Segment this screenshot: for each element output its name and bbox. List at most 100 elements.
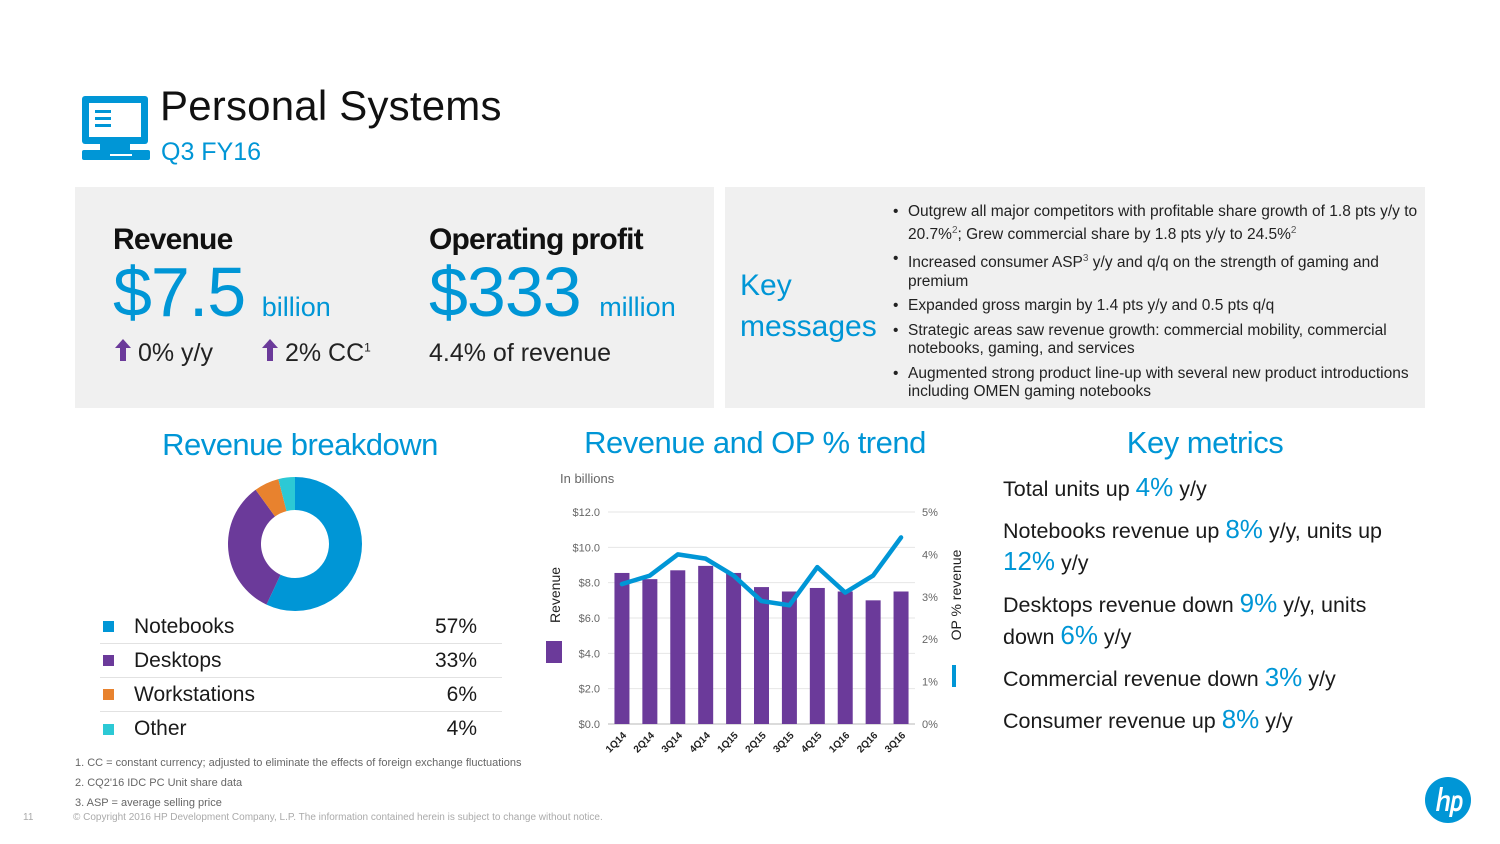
x-tick-label: 4Q15 (799, 730, 824, 755)
revenue-value: $7.5 (113, 253, 246, 331)
operating-profit-value: $333 (429, 253, 582, 331)
operating-margin: 4.4% of revenue (429, 339, 612, 367)
metric-text: Total units up (1003, 477, 1136, 501)
page-subtitle: Q3 FY16 (161, 138, 262, 166)
left-tick-label: $0.0 (579, 719, 600, 731)
revenue-value-group: $7.5 billion (113, 257, 331, 327)
revenue-label: Revenue (113, 223, 233, 256)
key-metric-item: Total units up 4% y/y (1003, 472, 1423, 504)
operating-profit-label: Operating profit (429, 223, 644, 256)
metric-text: y/y (1097, 625, 1132, 649)
metric-value: 3% (1264, 662, 1303, 692)
metric-value: 9% (1239, 588, 1278, 618)
x-tick-label: 2Q15 (744, 730, 769, 755)
metric-value: 8% (1225, 514, 1263, 544)
revenue-bar-3Q15 (781, 591, 797, 724)
page-title: Personal Systems (160, 82, 502, 129)
right-tick-label: 5% (922, 507, 938, 519)
legend-row-workstations: Workstations 6% (100, 678, 502, 712)
operating-profit-value-group: $333 million (429, 257, 676, 327)
legend-swatch (103, 689, 114, 700)
metric-text: y/y (1302, 667, 1336, 691)
right-tick-label: 0% (922, 719, 938, 731)
chart-subtitle: In billions (560, 471, 615, 486)
revenue-bar-1Q15 (726, 572, 742, 724)
x-axis-labels: 1Q14 2Q14 3Q14 4Q14 1Q15 2Q15 3Q15 4Q15 1Q16 2Q16… (604, 730, 908, 755)
legend-value: 4% (446, 717, 477, 740)
key-messages-list: Outgrew all major competitors with profi… (893, 203, 1418, 408)
revenue-bar-2Q16 (865, 600, 881, 724)
x-tick-label: 2Q16 (855, 730, 880, 755)
footnote-ref: 2 (951, 224, 958, 236)
donut-slice-other (278, 477, 295, 512)
key-metric-item: Commercial revenue down 3% y/y (1003, 662, 1423, 694)
message-text: ; Grew commercial share by 1.8 pts y/y t… (957, 225, 1291, 243)
left-tick-label: $4.0 (579, 648, 600, 660)
left-axis-ticks: $0.0 $2.0 $4.0 $6.0 $8.0 $10.0 $12.0 (572, 507, 600, 731)
up-arrow-icon (262, 339, 278, 361)
revenue-bar-4Q15 (809, 587, 825, 724)
revenue-legend-swatch (546, 641, 562, 663)
revenue-change-cc-text: 2% CC (284, 339, 365, 367)
metric-value: 12% (1003, 546, 1056, 576)
x-tick-label: 1Q16 (827, 730, 852, 755)
revenue-bar-2Q15 (754, 587, 769, 724)
key-metric-item: Notebooks revenue up 8% y/y, units up 12… (1003, 514, 1423, 578)
legend-swatch (103, 655, 114, 666)
footnote-ref: 3 (1082, 253, 1089, 265)
x-tick-label: 1Q15 (716, 730, 741, 755)
footnotes: 1. CC = constant currency; adjusted to e… (75, 753, 521, 813)
metric-text: y/y, units down (1003, 593, 1367, 649)
right-tick-label: 1% (922, 677, 938, 689)
legend-label: Workstations (134, 682, 255, 706)
left-tick-label: $6.0 (579, 613, 600, 625)
donut-slice-desktops (228, 489, 281, 605)
message-text: Expanded gross margin by 1.4 pts y/y and… (908, 297, 1275, 315)
revenue-bar-1Q14 (614, 572, 630, 724)
key-message-item: Strategic areas saw revenue growth: comm… (893, 322, 1418, 359)
up-arrow-icon (115, 339, 131, 361)
right-tick-label: 3% (922, 592, 938, 604)
financial-summary-panel: Revenue $7.5 billion 0% y/y 2% CC1 Opera… (75, 187, 714, 408)
metric-text: y/y (1259, 709, 1293, 733)
message-text: Outgrew all major competitors with profi… (908, 203, 1418, 243)
x-tick-label: 4Q14 (688, 730, 713, 755)
key-message-item: Augmented strong product line-up with se… (893, 365, 1418, 402)
metric-text: Consumer revenue up (1003, 709, 1222, 733)
revenue-breakdown-donut (228, 477, 362, 611)
key-metrics-title: Key metrics (1126, 425, 1284, 460)
metric-value: 6% (1060, 620, 1098, 650)
footnote: 1. CC = constant currency; adjusted to e… (75, 757, 522, 769)
legend-row-desktops: Desktops 33% (100, 644, 502, 678)
message-text: Augmented strong product line-up with se… (908, 364, 1409, 401)
left-tick-label: $2.0 (579, 684, 600, 696)
right-axis-label: OP % revenue (948, 549, 964, 640)
metric-text: Notebooks revenue up (1003, 519, 1226, 543)
key-messages-label-line1: Key (740, 269, 792, 302)
key-messages-label-line2: messages (740, 310, 877, 343)
footnote: 3. ASP = average selling price (75, 797, 222, 809)
op-legend-swatch (952, 665, 956, 687)
key-message-item: Increased consumer ASP3 y/y and q/q on t… (893, 250, 1418, 291)
revenue-breakdown-legend: Notebooks 57% Desktops 33% Workstations … (100, 610, 502, 746)
operating-profit-unit: million (599, 292, 676, 322)
x-tick-label: 3Q14 (660, 730, 685, 755)
key-messages-label: Key messages (740, 265, 877, 347)
metric-text: y/y, units up (1262, 519, 1383, 543)
key-metric-item: Consumer revenue up 8% y/y (1003, 704, 1423, 736)
x-tick-label: 2Q14 (632, 730, 657, 755)
left-tick-label: $12.0 (572, 507, 600, 519)
legend-row-notebooks: Notebooks 57% (100, 610, 502, 644)
revenue-bar-1Q16 (837, 591, 853, 724)
monitor-icon (82, 96, 150, 160)
x-tick-label: 3Q15 (771, 730, 796, 755)
key-message-item: Outgrew all major competitors with profi… (893, 203, 1418, 244)
revenue-bar-2Q14 (642, 579, 658, 724)
legend-swatch (103, 621, 114, 632)
revenue-change-yy-text: 0% y/y (137, 339, 213, 367)
left-tick-label: $8.0 (579, 578, 600, 590)
revenue-change-cc: 2% CC1 (262, 339, 371, 368)
op-percent-line (619, 535, 904, 608)
right-axis-ticks: 0% 1% 2% 3% 4% 5% (922, 507, 938, 731)
x-tick-label: 1Q14 (604, 730, 629, 755)
